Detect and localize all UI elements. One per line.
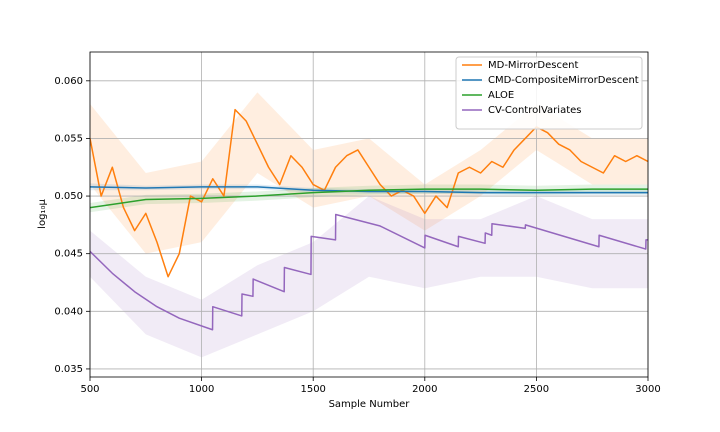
series-line — [90, 108, 648, 278]
confidence-band — [90, 92, 648, 254]
series-line — [90, 213, 648, 331]
series-line — [90, 188, 648, 209]
y-tick-label: 0.055 — [54, 133, 83, 144]
legend-label: CV-ControlVariates — [488, 105, 582, 116]
y-tick-label: 0.045 — [54, 249, 83, 260]
x-tick-label: 2000 — [412, 384, 437, 395]
lines — [90, 108, 648, 331]
confidence-band — [90, 184, 648, 213]
x-axis-label: Sample Number — [329, 399, 411, 410]
y-tick-label: 0.040 — [54, 306, 83, 317]
x-tick-label: 500 — [80, 384, 99, 395]
y-tick-label: 0.060 — [54, 76, 83, 87]
confidence-band — [90, 196, 648, 358]
x-tick-label: 1000 — [189, 384, 214, 395]
x-tick-label: 3000 — [635, 384, 660, 395]
legend-label: MD-MirrorDescent — [488, 60, 578, 71]
x-tick-label: 1500 — [300, 384, 325, 395]
y-axis-label: log₁₀μ — [37, 199, 48, 229]
legend: MD-MirrorDescent CMD-CompositeMirrorDesce… — [455, 56, 643, 130]
x-tick-label: 2500 — [524, 384, 549, 395]
ticks: 500 1000 1500 2000 2500 3000 0.035 0.040 0.045 0.… — [54, 76, 660, 395]
legend-label: CMD-CompositeMirrorDescent — [488, 75, 639, 86]
plot-frame — [89, 51, 649, 378]
series-line — [90, 186, 648, 194]
legend-label: ALOE — [488, 90, 514, 101]
y-tick-label: 0.050 — [54, 191, 83, 202]
y-tick-label: 0.035 — [54, 364, 83, 375]
legend-box — [455, 56, 643, 130]
